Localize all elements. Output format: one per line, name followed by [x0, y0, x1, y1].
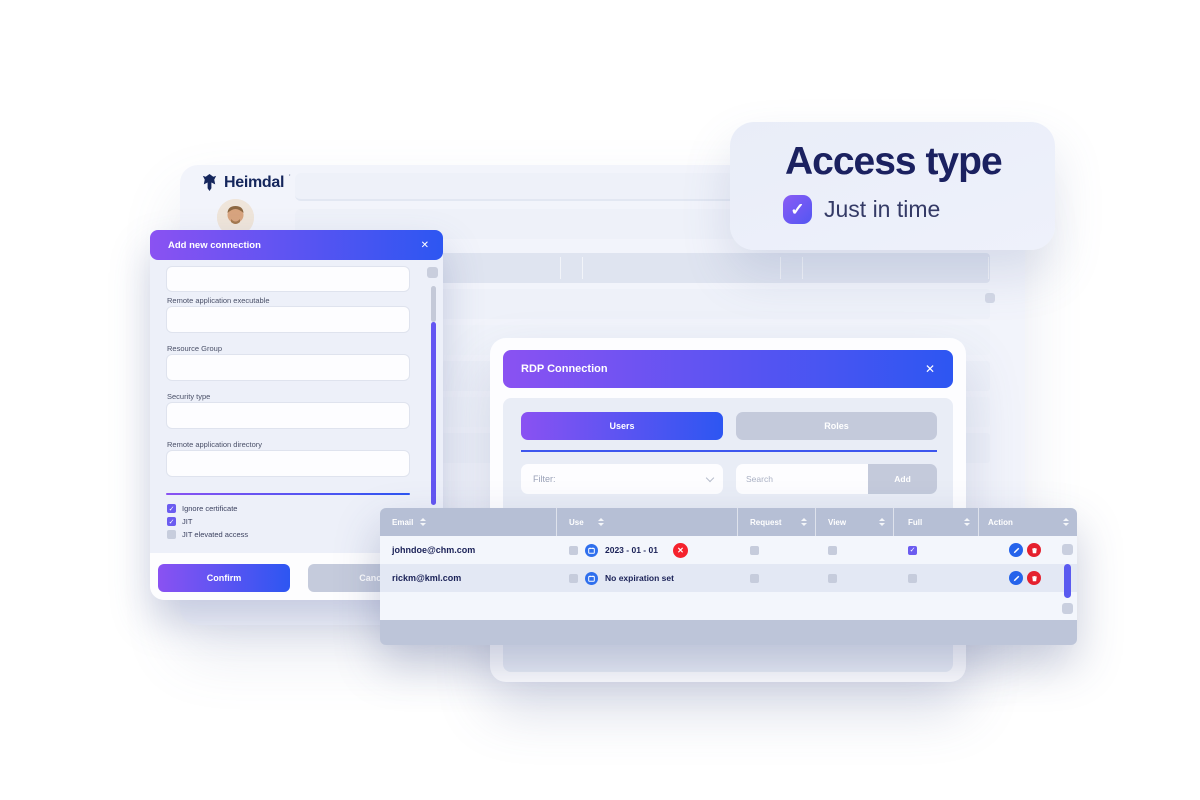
ignore-certificate-checkbox[interactable]: ✓ [167, 504, 176, 513]
x-glyph: ✕ [677, 545, 684, 555]
column-header-action[interactable]: Action [979, 508, 1077, 536]
security-type-input[interactable] [166, 402, 410, 429]
access-table: Email Use Request View Full Action johnd… [380, 508, 1077, 645]
full-checkbox[interactable]: ✓ [908, 545, 917, 555]
tab-underline [521, 450, 937, 452]
sort-icon[interactable] [964, 518, 970, 526]
scroll-down-button[interactable] [1062, 603, 1073, 614]
checkbox-label: JIT elevated access [182, 530, 249, 539]
remote-application-executable-input[interactable] [166, 306, 410, 333]
jit-checkbox[interactable]: ✓ [167, 517, 176, 526]
check-icon: ✓ [790, 199, 805, 219]
access-type-card: Access type ✓ Just in time [730, 122, 1055, 250]
field-label: Security type [167, 392, 211, 401]
calendar-icon [585, 571, 598, 585]
column-header-request[interactable]: Request [738, 508, 816, 536]
email-value: johndoe@chm.com [392, 545, 476, 555]
jit-row[interactable]: ✓ JIT [167, 517, 192, 526]
table-header-row: Email Use Request View Full Action [380, 508, 1077, 536]
delete-icon[interactable] [1027, 571, 1041, 585]
table-row: rickm@kml.com No expiration set [380, 564, 1077, 592]
add-button[interactable]: Add [868, 464, 937, 494]
brand-trademark: ’ [289, 174, 291, 181]
column-header-full[interactable]: Full [894, 508, 979, 536]
sort-icon[interactable] [879, 518, 885, 526]
scroll-up-button[interactable] [1062, 544, 1073, 555]
expiration-value: No expiration set [605, 573, 674, 583]
tab-users[interactable]: Users [521, 412, 723, 440]
field-label: Resource Group [167, 344, 223, 353]
remote-application-directory-input[interactable] [166, 450, 410, 477]
sort-icon[interactable] [801, 518, 807, 526]
view-checkbox[interactable] [828, 573, 837, 583]
column-label: Full [908, 517, 923, 527]
scroll-up-button[interactable] [985, 293, 995, 303]
column-header-view[interactable]: View [816, 508, 894, 536]
tab-roles[interactable]: Roles [736, 412, 937, 440]
filter-label: Filter: [533, 474, 556, 484]
rdp-connection-header: RDP Connection ✕ [503, 350, 953, 388]
column-label: Email [392, 517, 414, 527]
sort-icon[interactable] [1063, 518, 1069, 526]
full-checkbox[interactable] [908, 573, 917, 583]
filter-dropdown[interactable]: Filter: [521, 464, 723, 494]
confirm-button[interactable]: Confirm [158, 564, 290, 592]
ignore-certificate-row[interactable]: ✓ Ignore certificate [167, 504, 237, 513]
close-icon[interactable]: ✕ [420, 239, 429, 251]
column-label: View [828, 517, 847, 527]
check-icon: ✓ [168, 518, 175, 526]
just-in-time-label: Just in time [824, 196, 941, 222]
checkbox-label: JIT [182, 517, 193, 526]
brand-name: Heimdal [224, 173, 285, 191]
check-icon: ✓ [909, 547, 916, 554]
field-label: Remote application directory [167, 440, 263, 449]
scrollbar-thumb[interactable] [1064, 564, 1071, 598]
brand-logo: Heimdal ’ [200, 173, 291, 192]
scrollbar-thumb[interactable] [431, 322, 436, 505]
request-checkbox[interactable] [750, 573, 759, 583]
calendar-icon [585, 543, 598, 557]
column-label: Action [988, 517, 1013, 527]
column-label: Use [569, 517, 584, 527]
email-value: rickm@kml.com [392, 573, 462, 583]
sort-icon[interactable] [597, 518, 604, 526]
search-input[interactable] [736, 464, 868, 494]
chevron-down-icon [705, 473, 715, 482]
access-type-title: Access type [785, 140, 1003, 183]
rdp-connection-title: RDP Connection [521, 363, 608, 375]
add-connection-title: Add new connection [168, 239, 261, 251]
delete-icon[interactable] [1027, 543, 1041, 557]
use-checkbox[interactable] [569, 545, 578, 555]
heimdal-helmet-icon [200, 173, 219, 192]
jit-elevated-access-row[interactable]: JIT elevated access [167, 530, 248, 539]
edit-icon[interactable] [1009, 543, 1023, 557]
column-label: Request [750, 517, 782, 527]
edit-icon[interactable] [1009, 571, 1023, 585]
just-in-time-checkbox[interactable]: ✓ [783, 195, 812, 224]
table-row: johndoe@chm.com 2023 - 01 - 01 ✕ ✓ [380, 536, 1077, 564]
jit-elevated-access-checkbox[interactable] [167, 530, 176, 539]
divider [166, 493, 410, 495]
check-icon: ✓ [168, 505, 175, 513]
close-icon[interactable]: ✕ [924, 362, 935, 376]
expiration-value: 2023 - 01 - 01 [605, 545, 658, 555]
scrollbar-track[interactable] [431, 286, 436, 322]
scroll-up-button[interactable] [427, 267, 438, 278]
expired-icon[interactable]: ✕ [672, 542, 688, 558]
use-checkbox[interactable] [569, 573, 578, 583]
view-checkbox[interactable] [828, 545, 837, 555]
column-header-use[interactable]: Use [557, 508, 738, 536]
table-footer [380, 620, 1077, 645]
add-connection-header: Add new connection ✕ [150, 230, 443, 260]
connection-name-input[interactable] [166, 266, 410, 292]
checkbox-label: Ignore certificate [182, 504, 238, 513]
resource-group-input[interactable] [166, 354, 410, 381]
column-header-email[interactable]: Email [380, 508, 557, 536]
sort-icon[interactable] [420, 518, 427, 526]
request-checkbox[interactable] [750, 545, 759, 555]
field-label: Remote application executable [167, 296, 270, 305]
